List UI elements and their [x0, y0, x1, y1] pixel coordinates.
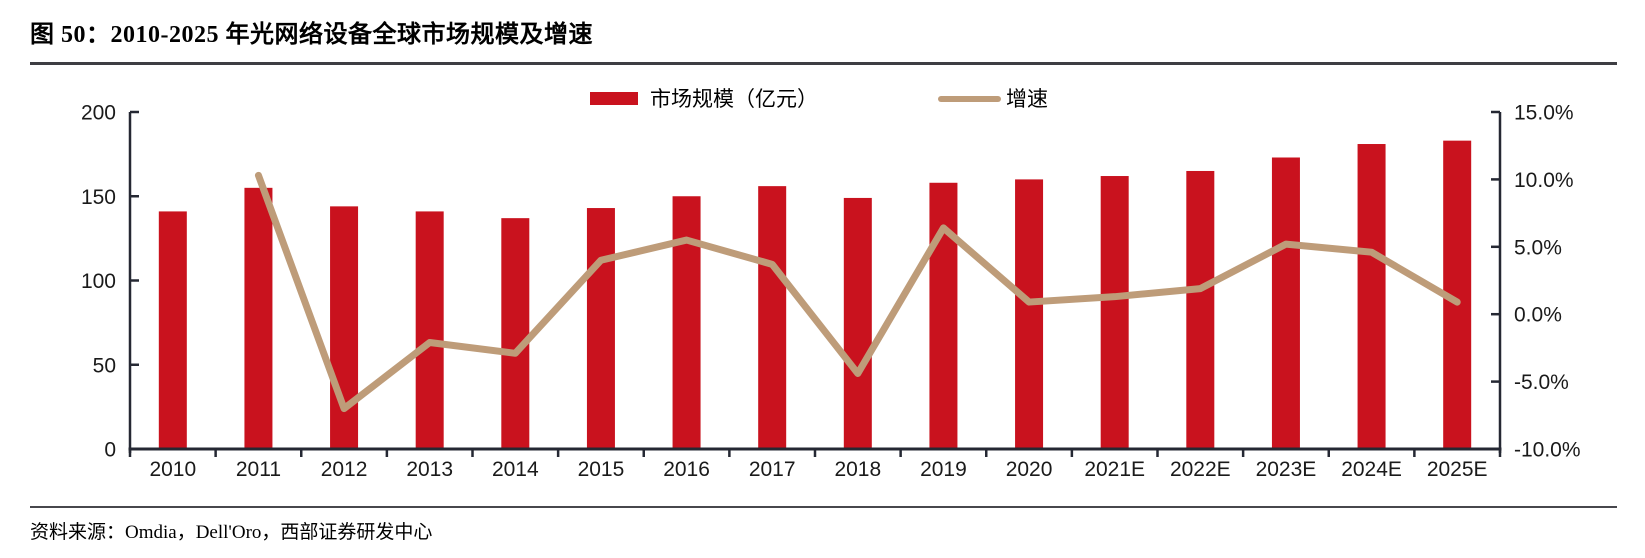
x-label-2019: 2019 — [920, 458, 967, 481]
legend-line-swatch — [938, 96, 1001, 102]
source-note: 资料来源：Omdia，Dell'Oro，西部证券研发中心 — [30, 522, 433, 543]
left-axis-tick-label: 200 — [81, 102, 116, 125]
bar-2024E — [1357, 144, 1386, 449]
x-label-2016: 2016 — [663, 458, 710, 481]
right-axis-tick-label: 5.0% — [1514, 236, 1562, 259]
left-axis-tick-label: 150 — [81, 186, 116, 209]
bar-2011 — [244, 187, 273, 449]
bar-2020 — [1015, 179, 1044, 449]
bar-2017 — [758, 186, 787, 449]
bar-2012 — [330, 206, 359, 449]
bar-2015 — [586, 208, 615, 449]
left-axis-tick-label: 50 — [93, 354, 116, 377]
x-label-2023E: 2023E — [1256, 458, 1317, 481]
x-label-2018: 2018 — [834, 458, 881, 481]
x-label-2024E: 2024E — [1341, 458, 1402, 481]
bar-2021E — [1100, 176, 1129, 449]
bar-2018 — [843, 197, 872, 449]
right-axis-tick-label: 15.0% — [1514, 102, 1574, 125]
right-axis-tick-label: -5.0% — [1514, 371, 1569, 394]
x-label-2025E: 2025E — [1427, 458, 1488, 481]
x-label-2010: 2010 — [149, 458, 196, 481]
bar-2023E — [1271, 157, 1300, 449]
left-axis-tick-label: 100 — [81, 270, 116, 293]
growth-line — [254, 171, 1461, 413]
title-divider-rule — [30, 62, 1617, 65]
figure-title: 图 50：2010-2025 年光网络设备全球市场规模及增速 — [30, 22, 593, 48]
right-axis-tick-label: 10.0% — [1514, 169, 1574, 192]
x-label-2012: 2012 — [321, 458, 368, 481]
legend-line-label: 增速 — [1006, 87, 1048, 111]
x-label-2013: 2013 — [406, 458, 453, 481]
right-axis-tick-label: -10.0% — [1514, 439, 1581, 462]
x-label-2014: 2014 — [492, 458, 539, 481]
bar-2019 — [929, 182, 958, 449]
bar-2013 — [415, 211, 444, 449]
right-axis-tick-label: 0.0% — [1514, 304, 1562, 327]
x-label-2015: 2015 — [578, 458, 625, 481]
footer-divider-rule — [30, 506, 1617, 508]
x-label-2022E: 2022E — [1170, 458, 1231, 481]
bar-2016 — [672, 196, 701, 449]
bar-2022E — [1186, 170, 1215, 449]
x-label-2020: 2020 — [1006, 458, 1053, 481]
bar-2014 — [501, 218, 530, 449]
x-label-2017: 2017 — [749, 458, 796, 481]
legend-bar-label: 市场规模（亿元） — [650, 87, 818, 111]
bar-2010 — [158, 211, 187, 449]
x-label-2021E: 2021E — [1084, 458, 1145, 481]
legend-bar-swatch — [590, 92, 638, 105]
left-axis-tick-label: 0 — [104, 439, 116, 462]
x-label-2011: 2011 — [236, 458, 281, 481]
